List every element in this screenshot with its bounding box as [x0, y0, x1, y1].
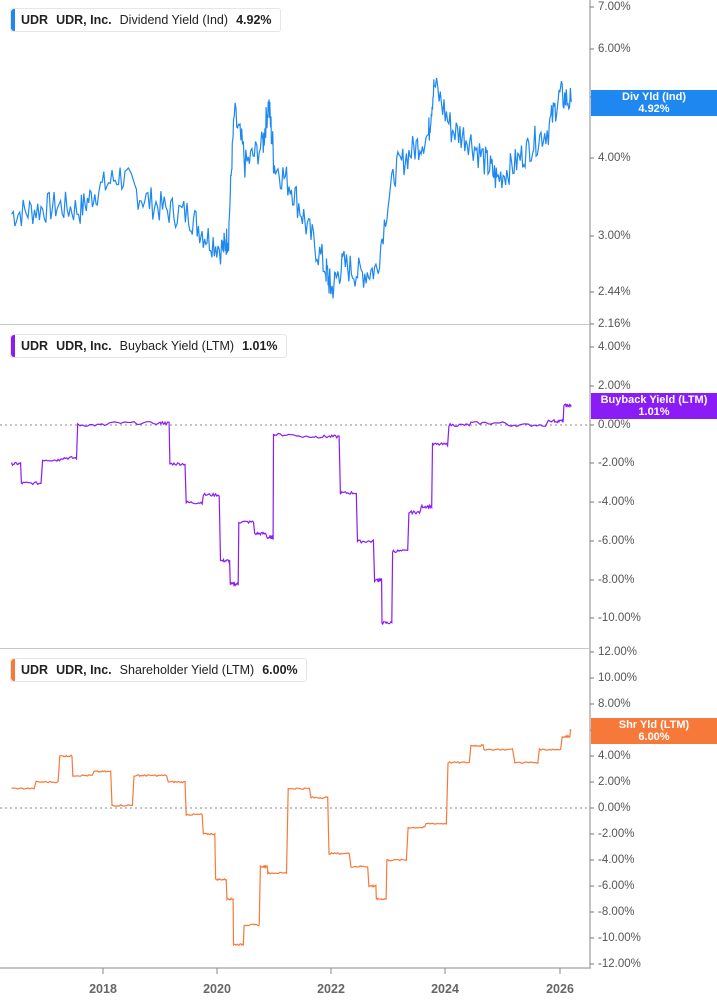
- dividend-yield-line: [11, 77, 572, 299]
- y-tick-label: 4.00%: [598, 341, 631, 353]
- y-tick-label: -4.00%: [598, 496, 635, 508]
- legend-dividend-yield[interactable]: UDR UDR, Inc. Dividend Yield (Ind) 4.92%: [10, 8, 281, 32]
- y-tick-label: 3.00%: [598, 230, 631, 242]
- series-color-swatch: [11, 659, 15, 681]
- x-tick-label: 2020: [203, 982, 231, 996]
- legend-metric: Shareholder Yield (LTM): [119, 663, 255, 677]
- y-tick-label: -4.00%: [598, 854, 635, 866]
- y-tick-label: -2.00%: [598, 828, 635, 840]
- y-tick-label: 2.16%: [598, 318, 631, 330]
- x-tick-label: 2024: [431, 982, 459, 996]
- y-tick-label: -2.00%: [598, 457, 635, 469]
- legend-ticker: UDR: [21, 13, 49, 27]
- badge-label: Buyback Yield (LTM): [600, 394, 708, 406]
- badge-value: 4.92%: [638, 103, 670, 115]
- y-tick-label: 6.00%: [598, 43, 631, 55]
- legend-metric: Dividend Yield (Ind): [119, 13, 229, 27]
- y-tick-label: -10.00%: [598, 932, 641, 944]
- series-color-swatch: [11, 9, 15, 31]
- dividend-yield-value-badge: Div Yld (Ind) 4.92%: [591, 90, 717, 116]
- badge-value: 6.00%: [638, 731, 670, 743]
- legend-value: 4.92%: [236, 13, 272, 27]
- y-tick-label: -10.00%: [598, 612, 641, 624]
- legend-buyback-yield[interactable]: UDR UDR, Inc. Buyback Yield (LTM) 1.01%: [10, 334, 287, 358]
- badge-label: Shr Yld (LTM): [618, 719, 690, 731]
- x-tick-label: 2018: [89, 982, 117, 996]
- series-color-swatch: [11, 335, 15, 357]
- buyback-yield-value-badge: Buyback Yield (LTM) 1.01%: [591, 393, 717, 419]
- x-tick-label: 2026: [546, 982, 574, 996]
- legend-ticker: UDR: [21, 339, 49, 353]
- y-tick-label: 2.00%: [598, 380, 631, 392]
- legend-shareholder-yield[interactable]: UDR UDR, Inc. Shareholder Yield (LTM) 6.…: [10, 658, 307, 682]
- y-tick-label: -8.00%: [598, 574, 635, 586]
- legend-company: UDR, Inc.: [56, 13, 112, 27]
- y-tick-label: 7.00%: [598, 1, 631, 13]
- legend-company: UDR, Inc.: [56, 339, 112, 353]
- y-tick-label: 0.00%: [598, 419, 631, 431]
- y-tick-label: -6.00%: [598, 880, 635, 892]
- shareholder-yield-value-badge: Shr Yld (LTM) 6.00%: [591, 718, 717, 744]
- legend-value: 6.00%: [262, 663, 298, 677]
- y-tick-label: 2.00%: [598, 776, 631, 788]
- legend-value: 1.01%: [242, 339, 278, 353]
- y-tick-label: 12.00%: [598, 646, 638, 658]
- y-axis-ticks: [590, 6, 594, 965]
- badge-value: 1.01%: [638, 406, 670, 418]
- legend-company: UDR, Inc.: [56, 663, 112, 677]
- y-tick-label: 4.00%: [598, 750, 631, 762]
- badge-label: Div Yld (Ind): [622, 91, 686, 103]
- y-tick-label: 2.44%: [598, 286, 631, 298]
- legend-ticker: UDR: [21, 663, 49, 677]
- x-axis-ticks: [102, 968, 561, 974]
- y-tick-label: 4.00%: [598, 152, 631, 164]
- y-tick-label: 8.00%: [598, 698, 631, 710]
- y-tick-label: 10.00%: [598, 672, 638, 684]
- y-tick-label: -6.00%: [598, 535, 635, 547]
- shareholder-yield-line: [11, 729, 572, 947]
- legend-metric: Buyback Yield (LTM): [119, 339, 235, 353]
- buyback-yield-line: [11, 403, 572, 625]
- x-tick-label: 2022: [317, 982, 345, 996]
- y-tick-label: -12.00%: [598, 958, 641, 970]
- y-tick-label: -8.00%: [598, 906, 635, 918]
- y-tick-label: 0.00%: [598, 802, 631, 814]
